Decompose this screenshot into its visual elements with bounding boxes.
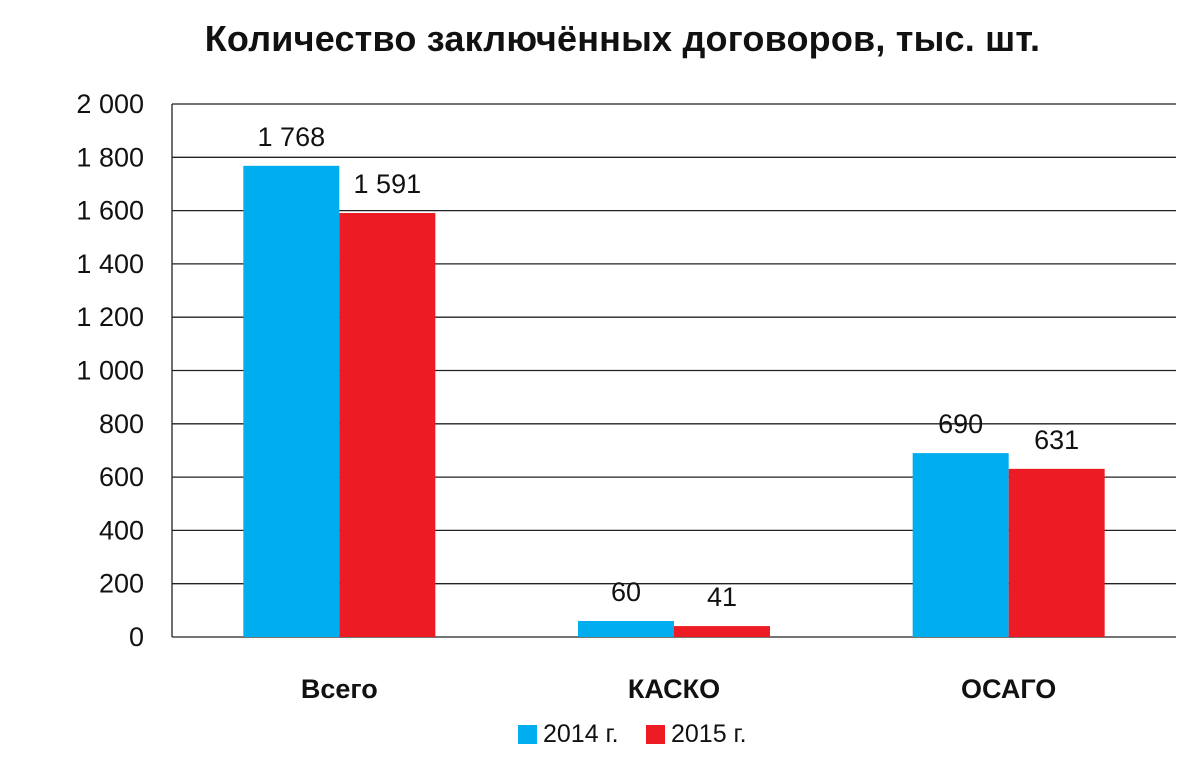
data-label: 1 768 [258,122,326,152]
y-tick-label: 1 400 [76,249,144,279]
legend-swatch [646,725,665,744]
x-category-label: ОСАГО [961,674,1056,704]
bar-series-1 [912,453,1009,637]
data-label: 631 [1034,425,1079,455]
y-tick-label: 1 000 [76,356,144,386]
x-category-label: Всего [301,674,378,704]
bar-series-2 [674,626,770,637]
y-tick-label: 1 600 [76,196,144,226]
legend-label: 2014 г. [543,720,619,748]
y-tick-label: 1 800 [76,142,144,172]
y-tick-label: 600 [99,462,144,492]
y-tick-label: 1 200 [76,302,144,332]
y-tick-label: 2 000 [76,89,144,119]
legend-item: 2015 г. [646,720,747,748]
data-label: 41 [707,582,737,612]
bar-series-1 [243,165,340,637]
bar-series-1 [578,621,674,637]
data-label: 60 [611,577,641,607]
y-tick-label: 800 [99,409,144,439]
bar-series-2 [339,212,436,637]
y-tick-label: 400 [99,515,144,545]
data-label: 1 591 [354,169,422,199]
y-tick-label: 0 [129,622,144,652]
x-category-label: КАСКО [628,674,720,704]
bar-series-2 [1008,468,1105,637]
data-label: 690 [938,409,983,439]
chart-title: Количество заключённых договоров, тыс. ш… [204,18,1041,59]
y-tick-label: 200 [99,569,144,599]
legend-swatch [518,725,537,744]
legend-item: 2014 г. [518,720,619,748]
legend-label: 2015 г. [671,720,747,748]
